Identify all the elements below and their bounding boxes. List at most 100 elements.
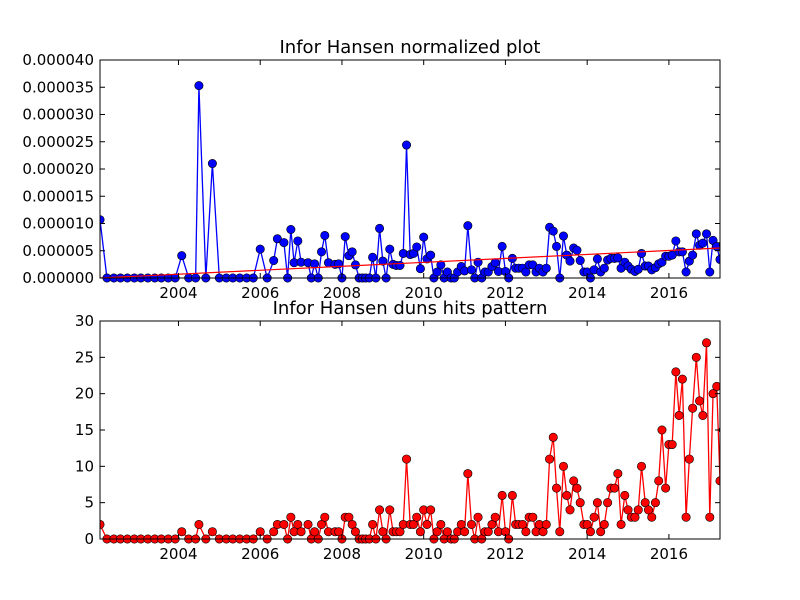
x-tick-label: 2004: [159, 284, 197, 302]
data-point: [432, 527, 442, 537]
duns-hits-plot: Infor Hansen duns hits pattern 2004 2006 2…: [75, 298, 721, 563]
chart-title: Infor Hansen normalized plot: [280, 37, 541, 58]
x-tick-label: 2006: [241, 545, 279, 563]
data-point: [545, 454, 555, 464]
data-point: [320, 230, 330, 240]
data-point: [177, 251, 187, 261]
data-point: [613, 469, 623, 479]
data-point: [375, 223, 385, 233]
data-point: [350, 527, 360, 537]
data-point: [419, 232, 429, 242]
data-point: [347, 247, 357, 257]
data-point: [463, 469, 473, 479]
data-point: [616, 519, 626, 529]
data-point: [548, 226, 558, 236]
data-point: [507, 490, 517, 500]
data-point: [667, 440, 677, 450]
data-point: [415, 264, 425, 274]
data-point: [194, 81, 204, 91]
data-point: [207, 159, 217, 169]
x-tick-label: 2010: [405, 545, 443, 563]
y-tick-label: 0: [84, 530, 94, 548]
data-point: [436, 260, 446, 270]
y-tick-label: 0.000010: [22, 215, 94, 233]
data-point: [286, 512, 296, 522]
data-point: [497, 241, 507, 251]
data-point: [255, 244, 265, 254]
x-tick-label: 2012: [486, 545, 524, 563]
data-point: [368, 519, 378, 529]
data-point: [442, 527, 452, 537]
x-tick-label: 2016: [650, 284, 688, 302]
data-point: [650, 498, 660, 508]
y-tick-label: 0.000015: [22, 187, 94, 205]
data-point: [375, 505, 385, 515]
data-point: [558, 461, 568, 471]
data-point: [467, 265, 477, 275]
data-point: [698, 238, 708, 248]
data-point: [541, 519, 551, 529]
data-point: [422, 519, 432, 529]
y-tick-label: 0.000030: [22, 106, 94, 124]
data-point: [702, 229, 712, 239]
data-point: [589, 512, 599, 522]
data-point: [483, 527, 493, 537]
series-line: [100, 85, 720, 281]
data-point: [528, 512, 538, 522]
data-point: [610, 483, 620, 493]
data-point: [320, 512, 330, 522]
data-point: [463, 221, 473, 231]
data-point: [473, 512, 483, 522]
axis-ticks: 2004 2006 2008 2010 2012 2014 2016 0.000000 0.00…: [22, 51, 720, 302]
data-point: [385, 505, 395, 515]
data-point: [552, 483, 562, 493]
data-point: [402, 140, 412, 150]
data-point: [688, 403, 698, 413]
data-point: [490, 512, 500, 522]
normalized-plot: Infor Hansen normalized plot 2004 2006 200…: [22, 37, 721, 302]
data-point: [603, 498, 613, 508]
data-point: [402, 454, 412, 464]
data-point: [412, 512, 422, 522]
data-point: [691, 352, 701, 362]
data-point: [575, 498, 585, 508]
x-tick-label: 2006: [241, 284, 279, 302]
x-tick-label: 2012: [486, 284, 524, 302]
data-point: [310, 259, 320, 269]
data-point: [695, 396, 705, 406]
data-point: [698, 410, 708, 420]
data-point: [681, 267, 691, 277]
data-point: [426, 250, 436, 260]
y-tick-label: 5: [84, 494, 94, 512]
data-point: [633, 505, 643, 515]
data-point: [565, 256, 575, 266]
data-point: [296, 527, 306, 537]
data-point: [460, 527, 470, 537]
data-point: [207, 527, 217, 537]
x-tick-label: 2014: [568, 545, 606, 563]
data-point: [681, 512, 691, 522]
y-tick-label: 0.000035: [22, 78, 94, 96]
x-tick-label: 2016: [650, 545, 688, 563]
data-point: [552, 241, 562, 251]
y-tick-label: 20: [75, 385, 94, 403]
data-point: [194, 519, 204, 529]
plot-area: [100, 81, 720, 283]
data-point: [620, 490, 630, 500]
data-point: [657, 425, 667, 435]
data-point: [599, 519, 609, 529]
y-tick-label: 30: [75, 312, 94, 330]
chart-title: Infor Hansen duns hits pattern: [273, 298, 548, 319]
data-point: [269, 527, 279, 537]
data-point: [684, 454, 694, 464]
y-tick-label: 0.000020: [22, 160, 94, 178]
y-tick-label: 25: [75, 348, 94, 366]
plot-area: [100, 338, 720, 544]
data-point: [613, 253, 623, 263]
data-point: [572, 245, 582, 255]
data-point: [385, 244, 395, 254]
data-point: [555, 527, 565, 537]
data-point: [647, 512, 657, 522]
x-tick-label: 2008: [323, 545, 361, 563]
